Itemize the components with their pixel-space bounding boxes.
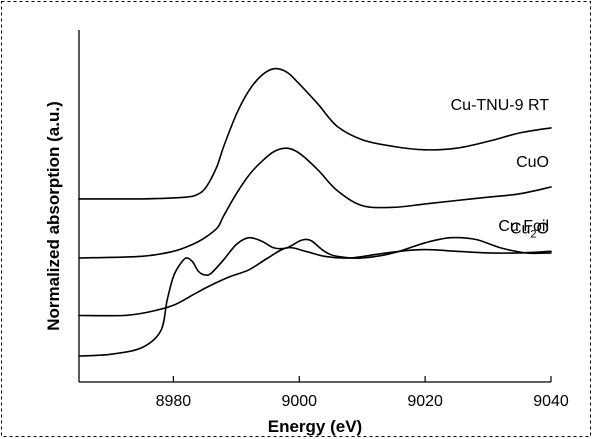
series-line-cu-foil (78, 236, 552, 357)
series-line-cuo (78, 147, 552, 259)
x-tick-label-9000: 9000 (281, 393, 317, 410)
x-axis-title: Energy (eV) (268, 417, 362, 436)
series-line-cu-tnu-9-rt (78, 67, 552, 200)
x-tick-label-8980: 8980 (156, 393, 192, 410)
series-label-cu-tnu-9-rt: Cu-TNU-9 RT (451, 97, 550, 114)
x-axis-ticks: 8980 9000 9020 9040 (156, 376, 569, 410)
series-label-cu-foil: Cu Foil (498, 218, 549, 235)
x-tick-label-9040: 9040 (533, 393, 569, 410)
axes (78, 30, 551, 383)
series-label-cu2o: Cu2O (510, 220, 549, 240)
y-axis-title: Normalized absorption (a.u.) (44, 101, 63, 331)
x-tick-label-9020: 9020 (407, 393, 443, 410)
series-lines (78, 67, 552, 357)
series-line-cu2o (78, 246, 552, 317)
series-label-cuo: CuO (516, 154, 549, 171)
